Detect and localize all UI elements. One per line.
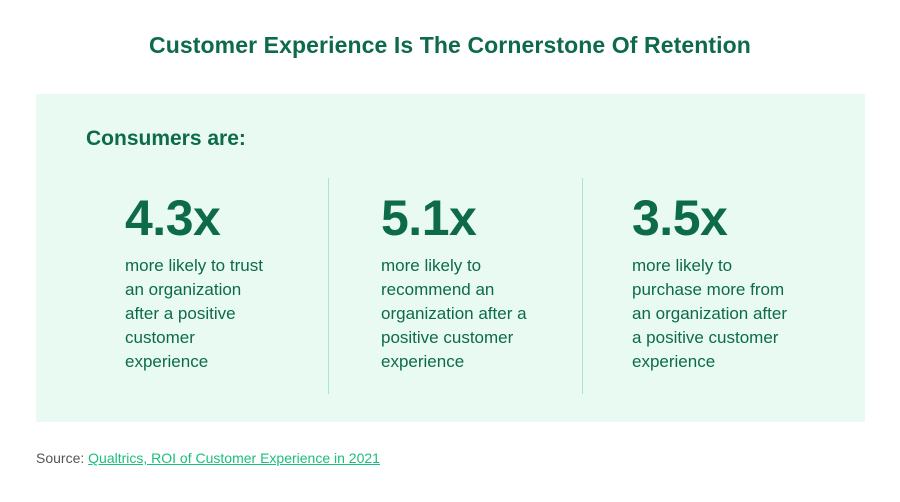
stat-recommend: 5.1x more likely to recommend an organiz… <box>381 190 561 374</box>
stat-line: organization after a <box>381 304 527 323</box>
stat-line: an organization after <box>632 304 787 323</box>
stat-line: experience <box>632 352 716 371</box>
divider <box>328 178 329 394</box>
stat-line: positive customer <box>381 328 514 347</box>
stat-trust: 4.3x more likely to trust an organizatio… <box>125 190 305 374</box>
stat-line: recommend an <box>381 280 495 299</box>
stat-line: a positive customer <box>632 328 779 347</box>
stat-line: after a positive <box>125 304 236 323</box>
stat-line: more likely to trust <box>125 256 263 275</box>
page-title: Customer Experience Is The Cornerstone O… <box>149 32 751 58</box>
stats-panel: Consumers are: 4.3x more likely to trust… <box>36 94 865 422</box>
source-link[interactable]: Qualtrics, ROI of Customer Experience in… <box>88 450 380 466</box>
stat-line: more likely to <box>632 256 733 275</box>
stat-description: more likely to recommend an organization… <box>381 254 561 374</box>
stat-value: 5.1x <box>381 190 477 246</box>
stat-value: 4.3x <box>125 190 221 246</box>
stat-description: more likely to trust an organization aft… <box>125 254 305 374</box>
stat-description: more likely to purchase more from an org… <box>632 254 822 374</box>
stat-line: experience <box>125 352 209 371</box>
stat-value: 3.5x <box>632 190 728 246</box>
divider <box>582 178 583 394</box>
stat-line: purchase more from <box>632 280 785 299</box>
source-note: Source: Qualtrics, ROI of Customer Exper… <box>36 450 380 466</box>
stat-purchase: 3.5x more likely to purchase more from a… <box>632 190 822 374</box>
stat-line: experience <box>381 352 465 371</box>
stat-line: more likely to <box>381 256 482 275</box>
stat-line: an organization <box>125 280 242 299</box>
panel-subhead: Consumers are: <box>86 127 246 150</box>
source-prefix: Source: <box>36 450 89 466</box>
stat-line: customer <box>125 328 195 347</box>
